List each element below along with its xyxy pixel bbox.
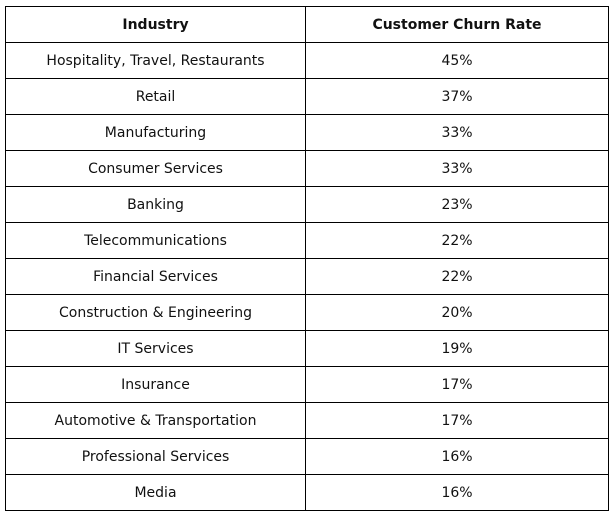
- industry-cell: Retail: [5, 78, 306, 115]
- industry-cell: Insurance: [5, 366, 306, 403]
- table-row: Manufacturing 33%: [5, 114, 609, 151]
- churn-table-container: Industry Customer Churn Rate Hospitality…: [5, 6, 609, 511]
- industry-cell: Automotive & Transportation: [5, 402, 306, 439]
- industry-cell: IT Services: [5, 330, 306, 367]
- industry-cell: Consumer Services: [5, 150, 306, 187]
- table-row: Hospitality, Travel, Restaurants 45%: [5, 42, 609, 79]
- table-row: Professional Services 16%: [5, 438, 609, 475]
- churn-rate-cell: 22%: [305, 258, 609, 295]
- table-row: Insurance 17%: [5, 366, 609, 403]
- table-row: Consumer Services 33%: [5, 150, 609, 187]
- churn-rate-cell: 17%: [305, 402, 609, 439]
- churn-rate-cell: 45%: [305, 42, 609, 79]
- industry-cell: Manufacturing: [5, 114, 306, 151]
- header-customer-churn-rate: Customer Churn Rate: [305, 6, 609, 43]
- table-row: Financial Services 22%: [5, 258, 609, 295]
- table-row: Retail 37%: [5, 78, 609, 115]
- industry-cell: Telecommunications: [5, 222, 306, 259]
- table-row: Banking 23%: [5, 186, 609, 223]
- table-row: Construction & Engineering 20%: [5, 294, 609, 331]
- churn-rate-cell: 17%: [305, 366, 609, 403]
- churn-rate-cell: 23%: [305, 186, 609, 223]
- churn-rate-cell: 16%: [305, 438, 609, 475]
- table-header-row: Industry Customer Churn Rate: [5, 6, 609, 43]
- table-row: Media 16%: [5, 474, 609, 511]
- industry-cell: Professional Services: [5, 438, 306, 475]
- table-row: IT Services 19%: [5, 330, 609, 367]
- churn-rate-cell: 37%: [305, 78, 609, 115]
- churn-rate-cell: 22%: [305, 222, 609, 259]
- churn-rate-table: Industry Customer Churn Rate Hospitality…: [5, 6, 609, 511]
- churn-rate-cell: 33%: [305, 114, 609, 151]
- industry-cell: Media: [5, 474, 306, 511]
- industry-cell: Hospitality, Travel, Restaurants: [5, 42, 306, 79]
- table-row: Automotive & Transportation 17%: [5, 402, 609, 439]
- industry-cell: Construction & Engineering: [5, 294, 306, 331]
- industry-cell: Banking: [5, 186, 306, 223]
- industry-cell: Financial Services: [5, 258, 306, 295]
- table-row: Telecommunications 22%: [5, 222, 609, 259]
- churn-rate-cell: 20%: [305, 294, 609, 331]
- churn-rate-cell: 19%: [305, 330, 609, 367]
- header-industry: Industry: [5, 6, 306, 43]
- churn-rate-cell: 33%: [305, 150, 609, 187]
- churn-rate-cell: 16%: [305, 474, 609, 511]
